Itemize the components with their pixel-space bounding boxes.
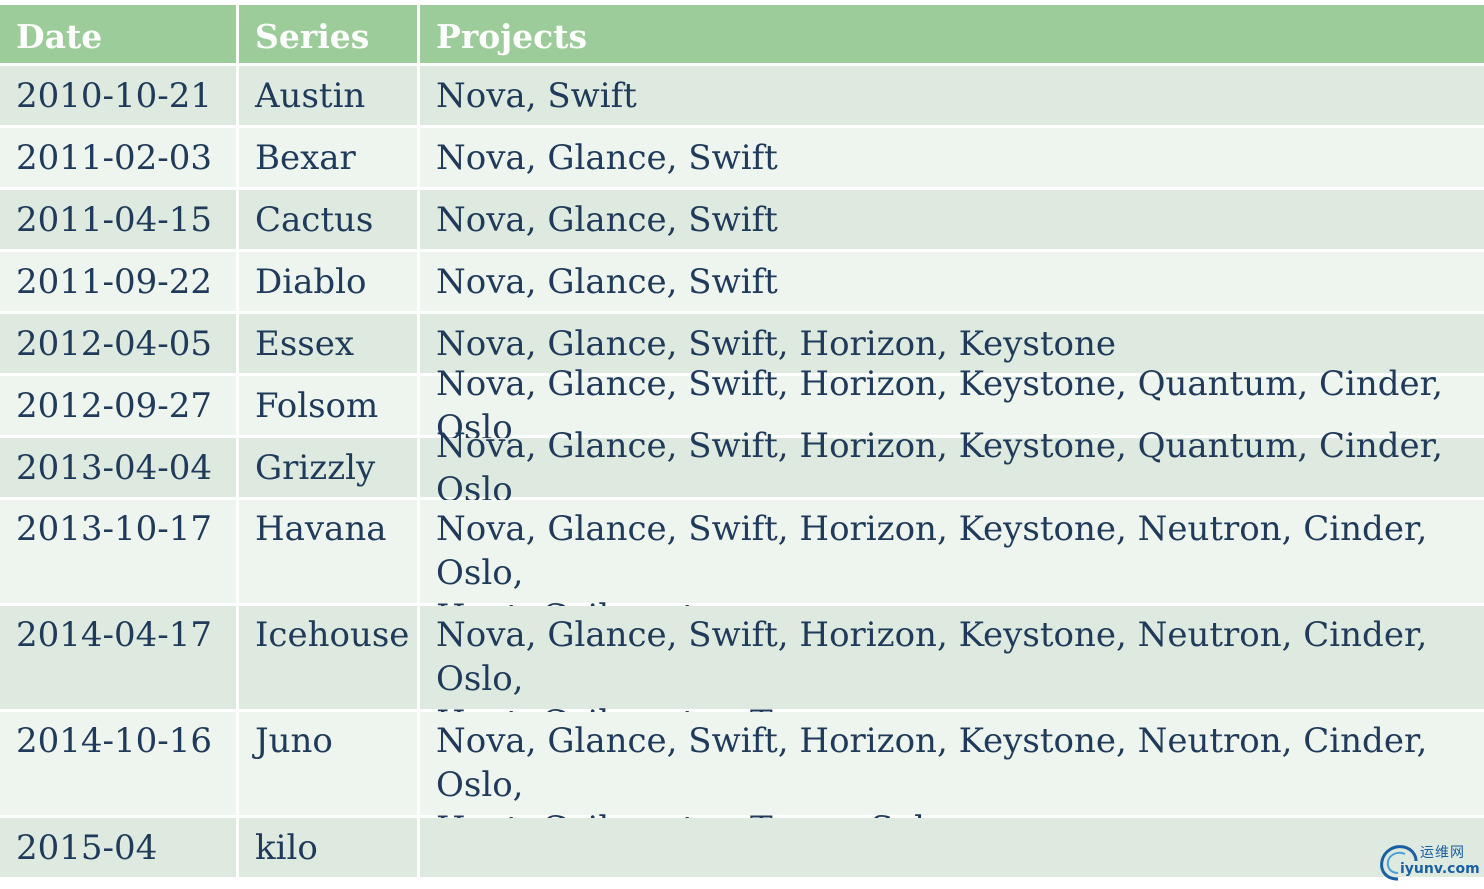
cell-date: 2014-04-17 — [0, 606, 239, 709]
cell-projects: Nova, Glance, Swift — [420, 190, 1484, 249]
header-series: Series — [239, 5, 420, 63]
cell-series: Grizzly — [239, 438, 420, 497]
cell-series: Havana — [239, 500, 420, 603]
cell-series: kilo — [239, 818, 420, 877]
table-row: 2010-10-21 Austin Nova, Swift — [0, 66, 1484, 128]
table-row: 2012-04-05 Essex Nova, Glance, Swift, Ho… — [0, 314, 1484, 376]
cell-date: 2013-04-04 — [0, 438, 239, 497]
cell-date: 2011-02-03 — [0, 128, 239, 187]
table-row: 2014-10-16 Juno Nova, Glance, Swift, Hor… — [0, 712, 1484, 849]
cell-projects: Nova, Glance, Swift, Horizon, Keystone, … — [420, 426, 1484, 510]
cell-projects: Nova, Swift — [420, 66, 1484, 125]
cell-date: 2011-04-15 — [0, 190, 239, 249]
cell-projects: Nova, Glance, Swift — [420, 128, 1484, 187]
cell-series: Folsom — [239, 376, 420, 435]
cell-date: 2012-04-05 — [0, 314, 239, 373]
cell-series: Icehouse — [239, 606, 420, 709]
table-row: 2011-02-03 Bexar Nova, Glance, Swift — [0, 128, 1484, 190]
cell-projects: Nova, Glance, Swift, Horizon, Keystone, … — [420, 606, 1484, 743]
cell-series: Austin — [239, 66, 420, 125]
table-row: 2014-04-17 Icehouse Nova, Glance, Swift,… — [0, 606, 1484, 743]
swirl-icon — [1380, 845, 1418, 881]
release-table: Date Series Projects 2010-10-21 Austin N… — [0, 5, 1484, 880]
cell-projects-line: Nova, Glance, Swift, Horizon, Keystone, … — [436, 509, 1428, 593]
cell-date: 2010-10-21 — [0, 66, 239, 125]
cell-projects — [420, 818, 1484, 877]
header-projects: Projects — [420, 5, 1484, 63]
cell-series: Cactus — [239, 190, 420, 249]
table-row: 2013-04-04 Grizzly Nova, Glance, Swift, … — [0, 426, 1484, 510]
cell-projects: Nova, Glance, Swift — [420, 252, 1484, 311]
table-row: 2011-09-22 Diablo Nova, Glance, Swift — [0, 252, 1484, 314]
table-row: 2015-04 kilo — [0, 818, 1484, 880]
cell-series: Diablo — [239, 252, 420, 311]
cell-date: 2013-10-17 — [0, 500, 239, 603]
cell-series: Juno — [239, 712, 420, 815]
cell-projects: Nova, Glance, Swift, Horizon, Keystone, … — [420, 712, 1484, 849]
table-row: 2013-10-17 Havana Nova, Glance, Swift, H… — [0, 500, 1484, 637]
watermark-en-text: iyunv.com — [1400, 861, 1480, 877]
cell-projects: Nova, Glance, Swift, Horizon, Keystone — [420, 314, 1484, 373]
watermark-logo: 运维网 iyunv.com — [1378, 841, 1480, 883]
cell-date: 2011-09-22 — [0, 252, 239, 311]
cell-projects: Nova, Glance, Swift, Horizon, Keystone, … — [420, 500, 1484, 637]
cell-projects-line: Nova, Glance, Swift, Horizon, Keystone, … — [436, 615, 1428, 699]
header-date: Date — [0, 5, 239, 63]
cell-date: 2015-04 — [0, 818, 239, 877]
table-header-row: Date Series Projects — [0, 5, 1484, 66]
cell-date: 2012-09-27 — [0, 376, 239, 435]
cell-series: Essex — [239, 314, 420, 373]
cell-date: 2014-10-16 — [0, 712, 239, 815]
cell-projects-line: Nova, Glance, Swift, Horizon, Keystone, … — [436, 721, 1428, 805]
watermark-cn-text: 运维网 — [1420, 845, 1465, 861]
table-row: 2011-04-15 Cactus Nova, Glance, Swift — [0, 190, 1484, 252]
cell-series: Bexar — [239, 128, 420, 187]
